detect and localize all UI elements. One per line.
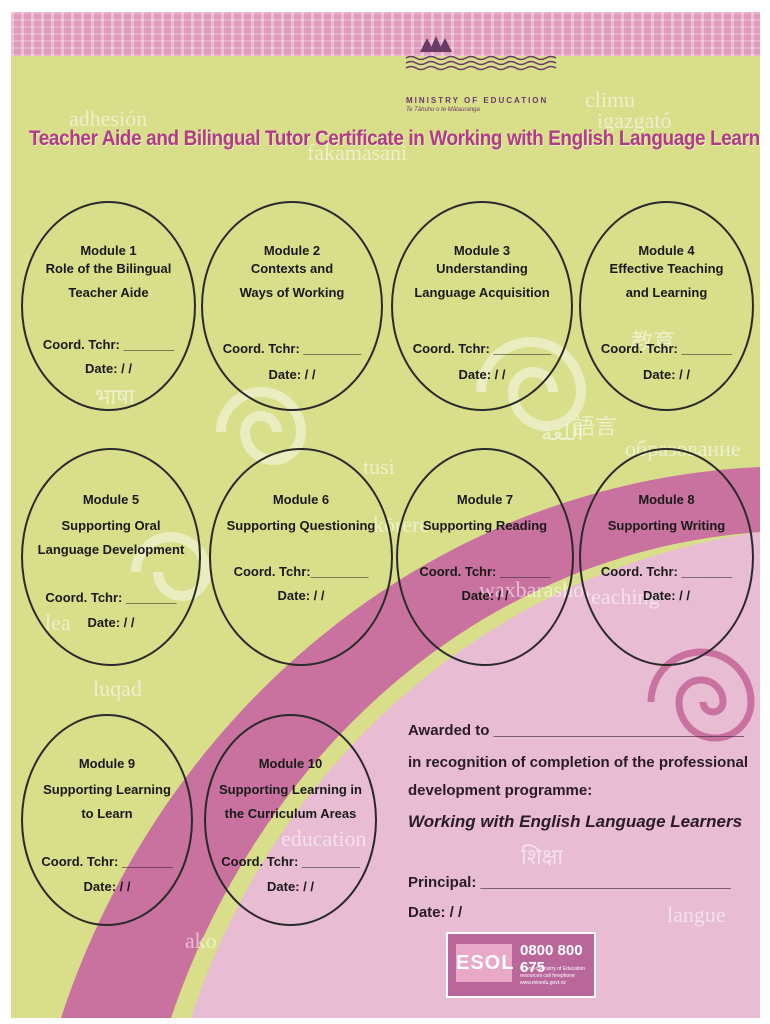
- module-title: Module 1: [80, 243, 137, 258]
- background-word: langue: [667, 902, 726, 927]
- background-word: adhesión: [69, 106, 147, 131]
- ministry-name: MINISTRY OF EDUCATION: [406, 96, 549, 105]
- date-field: Date: / /: [461, 588, 509, 603]
- ministry-logo-waves: [405, 55, 557, 71]
- date-field: Date: / /: [643, 367, 690, 382]
- date-line: Date: / /: [408, 904, 463, 921]
- module-title: Module 9: [78, 756, 136, 771]
- module-8-circle: Module 8 Supporting Writing Coord. Tchr:…: [579, 448, 754, 666]
- module-5-circle: Module 5 Supporting Oral Language Develop…: [21, 448, 201, 666]
- module-4-circle: Module 4 Effective Teaching and Learning …: [579, 201, 754, 411]
- coordinator-field: Coord. Tchr: _______: [45, 590, 177, 605]
- background-word: ako: [185, 928, 217, 953]
- module-title: Module 2: [263, 243, 321, 258]
- date-field: Date: / /: [83, 879, 131, 894]
- module-description: Supporting Oral Language Development: [37, 518, 185, 557]
- background-word: fakamasani: [307, 140, 407, 165]
- module-description: Supporting Reading: [422, 518, 548, 533]
- programme-intro: development programme:: [408, 782, 593, 799]
- coordinator-field: Coord. Tchr: ________: [222, 341, 362, 356]
- background-word: शिक्षा: [521, 844, 563, 869]
- module-description: Supporting Learning to Learn: [43, 782, 171, 821]
- ministry-logo: MINISTRY OF EDUCATION Te Tāhuhu o te Māt…: [406, 48, 566, 113]
- module-description: Effective Teaching and Learning: [609, 261, 724, 300]
- module-3-circle: Module 3 Understanding Language Acquisiti…: [391, 201, 573, 411]
- module-description: Understanding Language Acquisition: [414, 261, 550, 300]
- module-6-circle: Module 6 Supporting Questioning Coord. T…: [209, 448, 393, 666]
- module-9-circle: Module 9 Supporting Learning to Learn Coo…: [21, 714, 193, 926]
- background-word: climu: [585, 87, 635, 112]
- coordinator-field: Coord. Tchr: _______: [419, 564, 551, 579]
- recognition-line: in recognition of completion of the prof…: [408, 754, 749, 771]
- date-field: Date: / /: [458, 367, 506, 382]
- module-description: Role of the Bilingual Teacher Aide: [45, 261, 172, 300]
- esol-logo-block: ESOL 0800 800 675 to order Ministry of E…: [446, 932, 596, 998]
- date-field: Date: / /: [267, 879, 314, 894]
- coordinator-field: Coord. Tchr: ________: [412, 341, 552, 356]
- coordinator-field: Coord. Tchr: ________: [221, 854, 360, 869]
- module-description: Supporting Questioning: [226, 518, 376, 533]
- date-field: Date: / /: [87, 615, 135, 630]
- certificate-page: adhesión climu fakamasani igazgató भाषा 語言 ako…: [11, 12, 760, 1018]
- module-title: Module 5: [82, 492, 140, 507]
- coordinator-field: Coord. Tchr: _______: [600, 341, 733, 356]
- background-word: luqad: [93, 676, 142, 701]
- date-field: Date: / /: [85, 361, 132, 376]
- module-1-circle: Module 1 Role of the Bilingual Teacher Ai…: [21, 201, 196, 411]
- module-title: Module 4: [638, 243, 695, 258]
- module-title: Module 6: [272, 492, 330, 507]
- date-field: Date: / /: [643, 588, 690, 603]
- background-word: igazgató: [597, 108, 672, 133]
- programme-name: Working with English Language Learners: [408, 812, 743, 831]
- coordinator-field: Coord. Tchr: _______: [42, 337, 175, 352]
- background-word: tusi: [363, 454, 395, 479]
- module-title: Module 3: [453, 243, 511, 258]
- coordinator-field: Coord. Tchr: _______: [600, 564, 733, 579]
- ministry-logo-peaks: [420, 36, 452, 52]
- module-title: Module 8: [638, 492, 695, 507]
- module-10-circle: Module 10 Supporting Learning in the Curr…: [204, 714, 377, 926]
- background-word: 語言: [573, 414, 617, 439]
- module-description: Contexts and Ways of Working: [239, 261, 345, 300]
- certificate-title: Teacher Aide and Bilingual Tutor Certifi…: [29, 127, 760, 150]
- esol-logo: ESOL: [456, 944, 513, 982]
- module-title: Module 10: [258, 756, 323, 771]
- date-field: Date: / /: [277, 588, 325, 603]
- top-pattern-band: [11, 12, 760, 56]
- principal-line: Principal: _____________________________…: [408, 874, 731, 891]
- background-word: اللغة: [541, 420, 584, 445]
- module-title: Module 7: [456, 492, 514, 507]
- coordinator-field: Coord. Tchr: _______: [41, 854, 173, 869]
- esol-phone: 0800 800 675: [520, 942, 583, 976]
- module-description: Supporting Writing: [607, 518, 726, 533]
- date-field: Date: / /: [268, 367, 316, 382]
- coordinator-field: Coord. Tchr:________: [233, 564, 369, 579]
- module-2-circle: Module 2 Contexts and Ways of Working Coo…: [201, 201, 383, 411]
- esol-small-text: to order Ministry of Education resources…: [520, 966, 586, 986]
- module-7-circle: Module 7 Supporting Reading Coord. Tchr:…: [396, 448, 574, 666]
- ministry-subtitle: Te Tāhuhu o te Mātauranga: [406, 107, 480, 113]
- awarded-to-line: Awarded to _____________________________…: [408, 722, 744, 739]
- module-description: Supporting Learning in the Curriculum Are…: [219, 782, 362, 821]
